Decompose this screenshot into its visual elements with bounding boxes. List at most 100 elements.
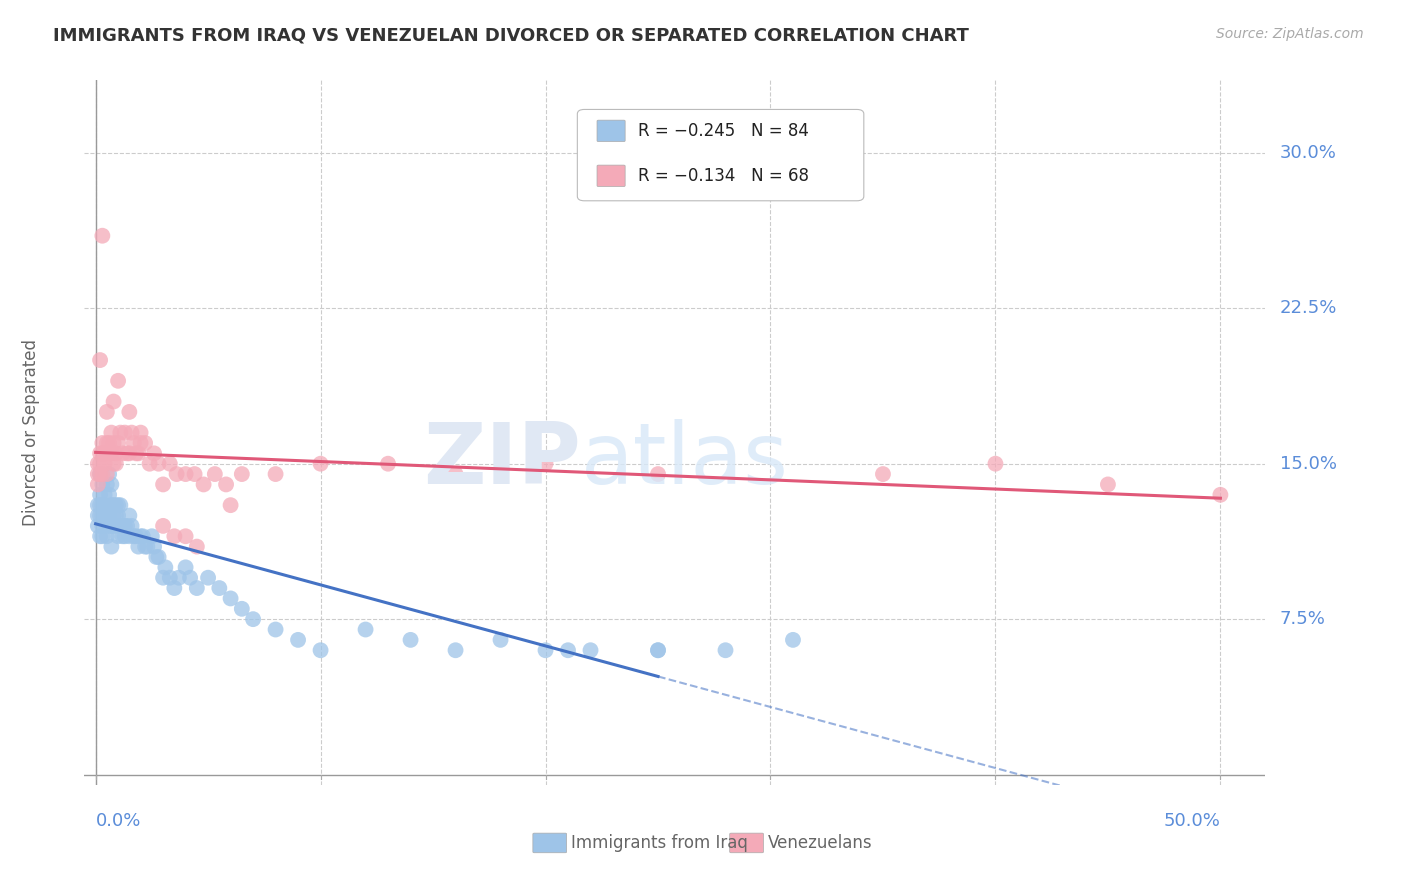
Point <box>107 436 129 450</box>
Point <box>89 446 111 460</box>
Point <box>444 643 467 657</box>
Point <box>309 643 332 657</box>
Point <box>1209 488 1232 502</box>
Point <box>186 581 208 595</box>
Point <box>87 498 110 512</box>
Point <box>984 457 1007 471</box>
Point <box>129 436 152 450</box>
Point <box>87 457 110 471</box>
Point <box>489 632 512 647</box>
Text: 15.0%: 15.0% <box>1279 455 1337 473</box>
Point <box>159 457 181 471</box>
Point <box>103 498 125 512</box>
Point <box>100 540 122 554</box>
Point <box>100 477 122 491</box>
Point <box>91 436 114 450</box>
Point <box>121 425 143 440</box>
Text: R = −0.134   N = 68: R = −0.134 N = 68 <box>638 167 808 185</box>
Point <box>89 467 111 481</box>
Point <box>129 425 152 440</box>
Point <box>98 467 121 481</box>
Point <box>193 477 215 491</box>
Point <box>118 405 141 419</box>
Point <box>143 540 166 554</box>
Point <box>287 632 309 647</box>
Point <box>179 571 201 585</box>
Point <box>96 446 118 460</box>
Point <box>163 581 186 595</box>
Point <box>100 446 122 460</box>
Point <box>121 519 143 533</box>
Text: IMMIGRANTS FROM IRAQ VS VENEZUELAN DIVORCED OR SEPARATED CORRELATION CHART: IMMIGRANTS FROM IRAQ VS VENEZUELAN DIVOR… <box>53 27 969 45</box>
Point <box>152 571 174 585</box>
Point <box>107 498 129 512</box>
Point <box>104 446 127 460</box>
Point <box>110 519 132 533</box>
Point <box>122 436 145 450</box>
Point <box>96 477 118 491</box>
Point <box>118 529 141 543</box>
Point <box>183 467 205 481</box>
Point <box>111 446 134 460</box>
Point <box>89 467 111 481</box>
Point <box>114 529 136 543</box>
Point <box>782 632 804 647</box>
Point <box>89 498 111 512</box>
Point <box>104 457 127 471</box>
Point <box>98 508 121 523</box>
Point <box>103 436 125 450</box>
Text: 50.0%: 50.0% <box>1164 812 1220 830</box>
Point <box>89 529 111 543</box>
Point <box>145 549 167 564</box>
Point <box>138 457 160 471</box>
Point <box>155 560 177 574</box>
Point <box>152 519 174 533</box>
Point <box>264 467 287 481</box>
Text: Venezuelans: Venezuelans <box>768 834 872 852</box>
Point <box>96 529 118 543</box>
Point <box>93 457 115 471</box>
Point <box>100 519 122 533</box>
Text: Divorced or Separated: Divorced or Separated <box>22 339 41 526</box>
Point <box>148 549 170 564</box>
Point <box>163 529 186 543</box>
Point <box>208 581 231 595</box>
Point <box>89 488 111 502</box>
Point <box>103 457 125 471</box>
Point <box>377 457 399 471</box>
Point <box>444 467 467 481</box>
Point <box>118 446 141 460</box>
Point <box>152 477 174 491</box>
Point <box>534 457 557 471</box>
Text: ZIP: ZIP <box>423 419 581 502</box>
Point <box>93 508 115 523</box>
Point <box>115 446 138 460</box>
Point <box>714 643 737 657</box>
Point <box>231 602 253 616</box>
Point <box>104 498 127 512</box>
Point <box>89 353 111 368</box>
Point <box>98 519 121 533</box>
Point <box>134 436 156 450</box>
Point <box>579 643 602 657</box>
Point <box>91 228 114 243</box>
Point <box>132 529 155 543</box>
Point <box>1097 477 1119 491</box>
Point <box>534 643 557 657</box>
Point <box>204 467 226 481</box>
Text: 30.0%: 30.0% <box>1279 144 1337 161</box>
Point <box>111 519 134 533</box>
Point <box>96 467 118 481</box>
Point <box>96 436 118 450</box>
Point <box>125 446 148 460</box>
Point <box>91 508 114 523</box>
Point <box>125 529 148 543</box>
Point <box>557 643 579 657</box>
Point <box>872 467 894 481</box>
Point <box>93 488 115 502</box>
Point <box>100 425 122 440</box>
Point <box>264 623 287 637</box>
Text: 7.5%: 7.5% <box>1279 610 1326 628</box>
Point <box>167 571 190 585</box>
Point <box>242 612 264 626</box>
